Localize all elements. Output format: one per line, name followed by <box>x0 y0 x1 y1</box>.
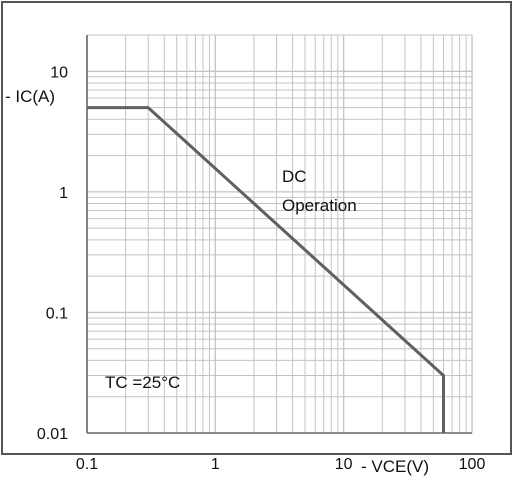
annotation-temperature: TC =25°C <box>105 373 180 392</box>
x-tick-label: 100 <box>459 456 486 473</box>
y-tick-label: 1 <box>59 185 68 202</box>
x-axis-label: - VCE(V) <box>361 457 429 476</box>
y-tick-label: 10 <box>50 64 68 81</box>
annotation-dc: DC <box>282 167 307 186</box>
x-tick-label: 1 <box>211 456 220 473</box>
x-tick-label: 0.1 <box>76 456 98 473</box>
axes <box>86 35 472 434</box>
tick-labels: 0.1 1 10 100 0.01 0.1 1 10 <box>37 64 486 473</box>
annotation-operation: Operation <box>282 196 357 215</box>
series-layer <box>87 106 445 433</box>
y-tick-label: 0.01 <box>37 426 68 443</box>
series-line-dc-operation <box>87 106 445 433</box>
x-tick-label: 10 <box>335 456 353 473</box>
y-axis-label: - IC(A) <box>5 87 55 106</box>
grid <box>87 34 473 433</box>
y-tick-label: 0.1 <box>46 305 68 322</box>
